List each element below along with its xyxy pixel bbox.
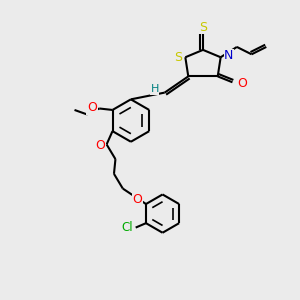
Text: O: O	[95, 140, 105, 152]
Text: O: O	[87, 101, 97, 114]
Text: Cl: Cl	[121, 221, 133, 234]
Text: H: H	[151, 84, 159, 94]
Text: S: S	[199, 21, 207, 34]
Text: O: O	[237, 77, 247, 90]
Text: N: N	[224, 49, 234, 62]
Text: O: O	[133, 193, 142, 206]
Text: S: S	[174, 51, 182, 64]
